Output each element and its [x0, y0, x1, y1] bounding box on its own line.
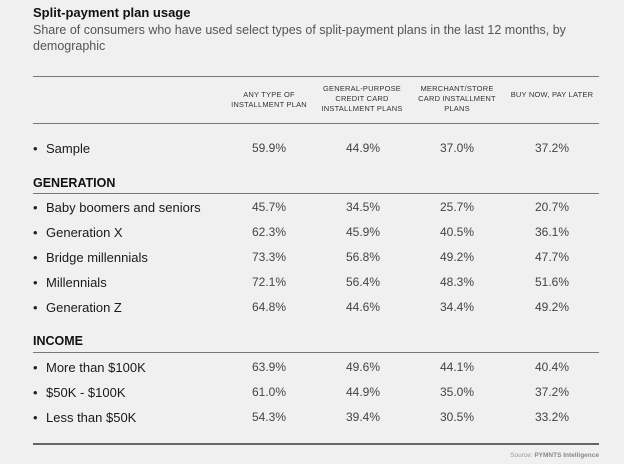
- source-note: Source: PYMNTS Intelligence: [510, 452, 599, 459]
- row-label: Bridge millennials: [46, 250, 148, 265]
- bullet-icon: •: [33, 225, 38, 240]
- table-cell: 44.6%: [345, 300, 381, 314]
- table-cell: 37.2%: [534, 385, 570, 399]
- table-cell: 49.2%: [534, 300, 570, 314]
- table-row: • Generation Z 64.8% 44.6% 34.4% 49.2%: [33, 300, 599, 318]
- bottom-rule: [33, 443, 599, 445]
- table-row: • Sample 59.9% 44.9% 37.0% 37.2%: [33, 141, 599, 159]
- row-label: Less than $50K: [46, 410, 137, 425]
- table-row: • $50K - $100K 61.0% 44.9% 35.0% 37.2%: [33, 385, 599, 403]
- table-cell: 63.9%: [251, 360, 287, 374]
- row-label: More than $100K: [46, 360, 146, 375]
- table-row: • Bridge millennials 73.3% 56.8% 49.2% 47.7%: [33, 250, 599, 268]
- row-label: $50K - $100K: [46, 385, 126, 400]
- table-cell: 35.0%: [439, 385, 475, 399]
- table-cell: 34.4%: [439, 300, 475, 314]
- table-cell: 51.6%: [534, 275, 570, 289]
- section-rule: [33, 193, 599, 194]
- section-rule: [33, 352, 599, 353]
- table-cell: 49.6%: [345, 360, 381, 374]
- table-cell: 49.2%: [439, 250, 475, 264]
- column-header-merchant-store: MERCHANT/STORE CARD INSTALLMENT PLANS: [418, 84, 496, 113]
- column-header-credit-card: GENERAL-PURPOSE CREDIT CARD INSTALLMENT …: [321, 84, 403, 113]
- table-cell: 61.0%: [251, 385, 287, 399]
- table-cell: 45.7%: [251, 200, 287, 214]
- bullet-icon: •: [33, 300, 38, 315]
- table-cell: 44.9%: [345, 385, 381, 399]
- table-cell: 37.2%: [534, 141, 570, 155]
- chart-subtitle: Share of consumers who have used select …: [33, 23, 566, 53]
- table-cell: 73.3%: [251, 250, 287, 264]
- table-cell: 40.5%: [439, 225, 475, 239]
- row-label: Baby boomers and seniors: [46, 200, 201, 215]
- table-row: • More than $100K 63.9% 49.6% 44.1% 40.4%: [33, 360, 599, 378]
- source-prefix: Source:: [510, 452, 533, 459]
- table-cell: 48.3%: [439, 275, 475, 289]
- top-rule: [33, 76, 599, 77]
- table-row: • Generation X 62.3% 45.9% 40.5% 36.1%: [33, 225, 599, 243]
- bullet-icon: •: [33, 275, 38, 290]
- table-cell: 45.9%: [345, 225, 381, 239]
- table-cell: 39.4%: [345, 410, 381, 424]
- row-label: Generation X: [46, 225, 123, 240]
- section-header: INCOME: [33, 334, 83, 348]
- header-rule: [33, 123, 599, 124]
- table-cell: 64.8%: [251, 300, 287, 314]
- table-cell: 40.4%: [534, 360, 570, 374]
- table-cell: 37.0%: [439, 141, 475, 155]
- table-cell: 56.4%: [345, 275, 381, 289]
- table-cell: 47.7%: [534, 250, 570, 264]
- bullet-icon: •: [33, 250, 38, 265]
- column-header-bnpl: BUY NOW, PAY LATER: [510, 90, 594, 99]
- row-label: Millennials: [46, 275, 107, 290]
- table-cell: 20.7%: [534, 200, 570, 214]
- source-name: PYMNTS Intelligence: [534, 452, 599, 459]
- bullet-icon: •: [33, 410, 38, 425]
- table-row: • Millennials 72.1% 56.4% 48.3% 51.6%: [33, 275, 599, 293]
- table-cell: 56.8%: [345, 250, 381, 264]
- chart-title: Split-payment plan usage: [33, 5, 191, 20]
- table-row: • Baby boomers and seniors 45.7% 34.5% 25.7%…: [33, 200, 599, 218]
- column-header-any-installment: ANY TYPE OF INSTALLMENT PLAN: [231, 90, 307, 109]
- row-label: Sample: [46, 141, 91, 156]
- table-cell: 36.1%: [534, 225, 570, 239]
- row-label: Generation Z: [46, 300, 122, 315]
- bullet-icon: •: [33, 360, 38, 375]
- bullet-icon: •: [33, 385, 38, 400]
- table-cell: 25.7%: [439, 200, 475, 214]
- table-cell: 44.1%: [439, 360, 475, 374]
- table-cell: 54.3%: [251, 410, 287, 424]
- table-cell: 30.5%: [439, 410, 475, 424]
- table-cell: 34.5%: [345, 200, 381, 214]
- bullet-icon: •: [33, 200, 38, 215]
- table-cell: 59.9%: [251, 141, 287, 155]
- table-cell: 33.2%: [534, 410, 570, 424]
- bullet-icon: •: [33, 141, 38, 156]
- table-cell: 62.3%: [251, 225, 287, 239]
- table-row: • Less than $50K 54.3% 39.4% 30.5% 33.2%: [33, 410, 599, 428]
- table-cell: 72.1%: [251, 275, 287, 289]
- section-header: GENERATION: [33, 176, 116, 190]
- table-cell: 44.9%: [345, 141, 381, 155]
